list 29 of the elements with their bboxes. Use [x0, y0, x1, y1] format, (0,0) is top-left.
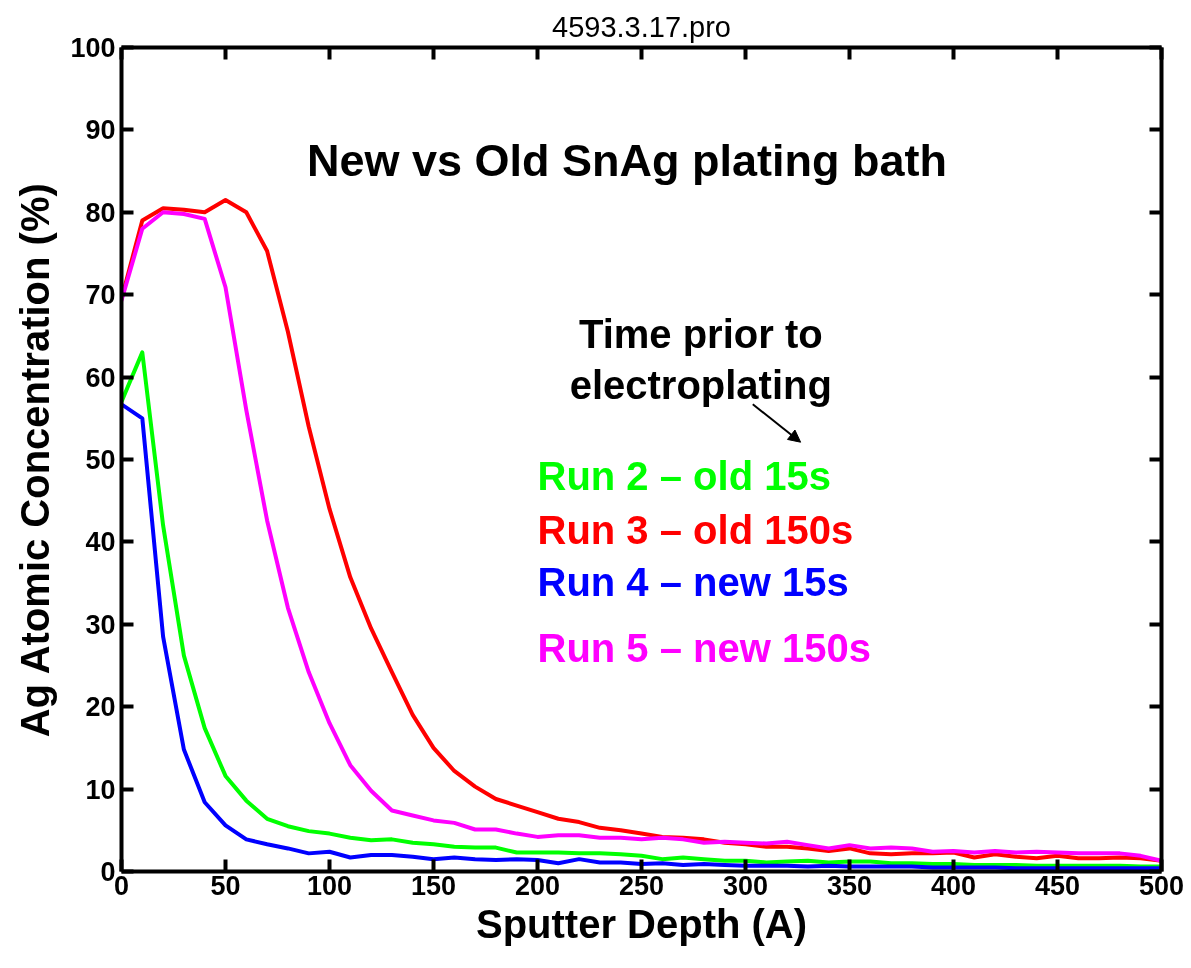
y-tick-label: 40: [85, 527, 116, 558]
y-tick-label: 90: [85, 115, 116, 146]
x-axis-title: Sputter Depth (A): [475, 901, 808, 946]
x-tick-label: 500: [1138, 870, 1185, 901]
x-tick-label: 400: [930, 870, 977, 901]
text: Run 2 – old 15s: [537, 453, 831, 498]
y-tick-label: 50: [85, 445, 116, 475]
annotation: Time prior to electroplating: [569, 312, 832, 407]
y-tick-label: 20: [85, 692, 116, 723]
y-tick-label: 100: [70, 33, 116, 63]
x-tick-label: 350: [826, 870, 873, 901]
text: Run 4 – new 15s: [537, 560, 849, 605]
chart-title: 4593.3.17.pro: [552, 10, 731, 43]
x-tick-label: 200: [514, 870, 561, 901]
y-axis-title: Ag Atomic Concentration (%): [13, 183, 58, 738]
x-tick-label: 100: [306, 870, 353, 901]
x-tick-label: 300: [722, 870, 769, 901]
x-tick-label: 150: [410, 870, 457, 901]
annotation: New vs Old SnAg plating bath: [306, 134, 947, 186]
x-tick-label: 250: [618, 870, 665, 901]
y-tick-label: 60: [85, 362, 116, 393]
y-tick-label: 10: [85, 774, 116, 805]
y-tick-label: 80: [85, 197, 116, 228]
x-tick-label: 50: [210, 870, 241, 901]
text: Run 3 – old 150s: [537, 508, 854, 553]
y-tick-label: 30: [85, 609, 116, 640]
x-tick-label: 450: [1034, 870, 1081, 901]
text: Run 5 – new 150s: [537, 626, 871, 671]
y-tick-label: 70: [85, 280, 116, 311]
